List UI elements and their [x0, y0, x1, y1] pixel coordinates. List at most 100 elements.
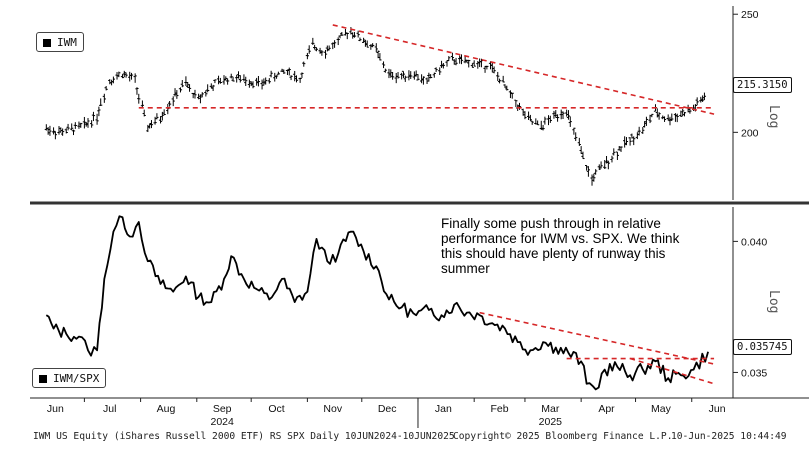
legend-swatch-ratio — [39, 375, 47, 383]
ohlc-bar — [546, 115, 551, 126]
ohlc-bar — [541, 124, 545, 131]
ohlc-bar — [441, 62, 445, 69]
ohlc-bar — [313, 44, 317, 50]
ohlc-bar — [97, 106, 101, 117]
ohlc-bar — [597, 164, 601, 171]
ohlc-bar — [229, 73, 233, 79]
ohlc-bar — [630, 133, 634, 139]
ohlc-bar — [603, 159, 607, 169]
x-year-label: 2024 — [210, 416, 234, 428]
ohlc-bar — [129, 72, 134, 80]
ohlc-bar — [454, 57, 458, 66]
ohlc-bar — [235, 74, 239, 83]
ohlc-bar — [401, 70, 406, 78]
ohlc-bar — [213, 79, 217, 84]
ohlc-bar — [206, 84, 210, 93]
y-tick-label-top: 250 — [741, 9, 759, 21]
ohlc-bar — [90, 120, 94, 128]
ohlc-bar — [682, 112, 687, 117]
ohlc-bar — [46, 127, 50, 135]
ohlc-bar — [579, 146, 583, 154]
ohlc-bar — [345, 32, 349, 40]
ohlc-bar — [371, 43, 375, 48]
ohlc-bar — [289, 75, 293, 81]
ohlc-bar — [670, 113, 674, 121]
x-tick-label-month: Jul — [103, 403, 116, 415]
x-axis: Jun Jul Aug Sep Oct Nov Dec Jan Feb Mar Apr May Jun 2… — [47, 398, 726, 428]
ohlc-bar — [561, 111, 565, 120]
ohlc-bar — [273, 72, 277, 82]
ohlc-bar — [153, 116, 157, 125]
ohlc-bar — [572, 127, 576, 135]
legend-label-iwm: IWM — [57, 36, 77, 49]
ohlc-bar — [269, 70, 273, 78]
ohlc-bar — [421, 76, 426, 85]
ohlc-bar — [175, 90, 179, 99]
footer-source: IWM US Equity (iShares Russell 2000 ETF)… — [33, 431, 455, 442]
x-tick-label-month: Dec — [378, 403, 397, 415]
ohlc-bar — [496, 71, 500, 81]
ohlc-bar — [577, 137, 581, 146]
ohlc-bar — [70, 123, 74, 131]
ohlc-bar — [320, 50, 324, 56]
ohlc-bar — [216, 75, 221, 85]
ohlc-bar — [293, 70, 297, 82]
ohlc-bar — [497, 78, 502, 84]
ohlc-bar — [539, 120, 543, 130]
ohlc-bar — [287, 67, 291, 76]
ohlc-bar — [552, 110, 556, 119]
ohlc-bar — [343, 28, 348, 36]
ohlc-bar — [427, 72, 431, 82]
ohlc-bar — [673, 113, 678, 122]
last-price-tag-iwm-text: 215.3150 — [737, 79, 788, 91]
ohlc-bar — [610, 155, 614, 163]
ohlc-bar — [99, 98, 103, 106]
y-tick-label-bottom: 0.035 — [741, 367, 767, 379]
ohlc-bar — [599, 161, 603, 169]
last-price-tag-iwm: 215.3150 — [733, 77, 792, 93]
ohlc-bar — [86, 118, 90, 128]
ohlc-bar — [180, 80, 184, 88]
ohlc-bar — [314, 47, 319, 52]
ohlc-bar — [226, 78, 230, 85]
x-tick-label-month: Oct — [268, 403, 284, 415]
ohlc-bar — [439, 60, 444, 68]
ohlc-bar — [581, 151, 585, 160]
ohlc-bar — [675, 113, 679, 123]
ohlc-bar — [409, 71, 413, 79]
ohlc-bar — [536, 120, 540, 126]
x-tick-label-month: Jun — [709, 403, 726, 415]
ohlc-bar — [644, 116, 649, 126]
ohlc-bar — [242, 74, 246, 82]
ohlc-bar — [586, 166, 590, 177]
trendline-bottom — [479, 311, 715, 365]
ohlc-bar — [584, 164, 589, 171]
ohlc-bar — [53, 130, 57, 140]
ohlc-bar — [200, 92, 204, 98]
ohlc-bar — [559, 109, 563, 120]
ohlc-bar — [133, 73, 137, 83]
ohlc-bar — [327, 45, 331, 51]
ohlc-bar — [323, 49, 328, 59]
ohlc-bar — [702, 92, 707, 101]
ohlc-bar — [378, 53, 382, 61]
ohlc-bar — [403, 75, 407, 82]
ohlc-bar — [363, 39, 368, 47]
ohlc-bar — [64, 128, 68, 134]
ohlc-bar — [526, 111, 531, 121]
ohlc-bar — [140, 100, 145, 107]
ohlc-bar — [282, 69, 286, 74]
price-panel: 200 250 Log — [44, 9, 781, 186]
ohlc-bar — [48, 125, 52, 136]
ohlc-bar — [158, 116, 163, 124]
ohlc-bar — [160, 111, 164, 121]
ohlc-bar — [632, 136, 636, 146]
ohlc-bar — [396, 72, 400, 79]
ohlc-bar — [218, 77, 222, 84]
footer-timestamp: 10-Jun-2025 10:44:49 — [671, 431, 787, 442]
ohlc-bar — [204, 90, 208, 97]
ohlc-bar — [425, 77, 429, 85]
ohlc-bar — [71, 129, 76, 136]
ohlc-bar — [517, 102, 522, 110]
ohlc-bar — [472, 60, 476, 67]
